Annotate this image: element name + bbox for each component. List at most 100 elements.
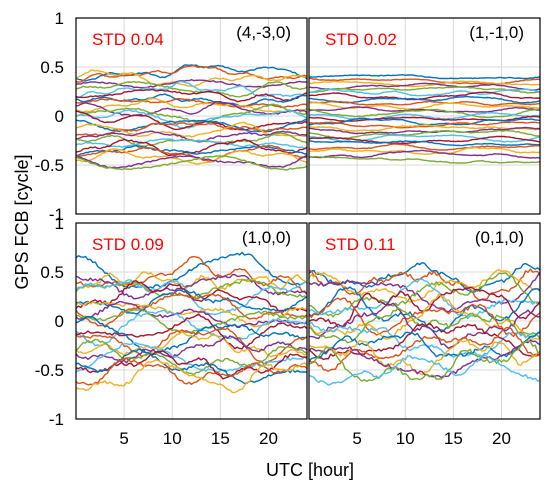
panel-frame: [308, 17, 541, 215]
series-line: [309, 339, 540, 379]
panels: STD 0.04 (4,-3,0) STD 0.02 (1,-1,0) STD 0.09…: [75, 17, 541, 420]
combination-label: (1,-1,0): [469, 23, 524, 42]
series-line: [309, 124, 540, 132]
x-tick-label: 5: [119, 429, 128, 448]
series-line: [309, 302, 540, 349]
std-label: STD 0.02: [325, 30, 397, 49]
y-tick-label: 0.5: [40, 58, 64, 77]
series-line: [76, 69, 307, 88]
series-line: [309, 271, 540, 313]
series-line: [309, 146, 540, 155]
series-line: [309, 155, 540, 164]
y-axis-label: GPS FCB [cycle]: [12, 154, 32, 289]
series-line: [76, 255, 307, 295]
series-group: [76, 251, 307, 394]
series-line: [76, 79, 307, 89]
y-tick-label: 0: [55, 312, 64, 331]
series-line: [76, 110, 307, 131]
y-tick-label: -0.5: [35, 361, 64, 380]
series-line: [309, 140, 540, 147]
panel-2: STD 0.02 (1,-1,0): [308, 17, 541, 215]
series-line: [76, 119, 307, 133]
x-tick-label: 5: [352, 429, 361, 448]
series-line: [309, 331, 540, 363]
std-label: STD 0.11: [325, 235, 396, 254]
series-line: [76, 109, 307, 129]
series-line: [309, 88, 540, 97]
series-line: [76, 359, 307, 394]
axis-ticks: 10.50-0.5-110.50-0.5-15 10 15 20 5 10 15 20: [35, 9, 511, 448]
series-line: [76, 338, 307, 376]
x-tick-label: 20: [259, 429, 278, 448]
series-group: [76, 64, 307, 171]
std-label: STD 0.04: [92, 30, 164, 49]
series-line: [76, 154, 307, 169]
series-line: [76, 148, 307, 165]
series-line: [76, 271, 307, 293]
panel-frame: [75, 222, 308, 420]
panel-3: STD 0.09 (1,0,0): [75, 222, 308, 420]
series-line: [76, 289, 307, 315]
panel-4: STD 0.11 (0,1,0): [308, 222, 541, 420]
series-line: [309, 74, 540, 80]
series-line: [309, 268, 540, 303]
y-tick-label: 0.5: [40, 263, 64, 282]
series-line: [309, 91, 540, 101]
series-line: [76, 64, 307, 82]
series-line: [309, 339, 540, 376]
x-tick-label: 15: [211, 429, 230, 448]
series-line: [76, 138, 307, 150]
std-label: STD 0.09: [92, 235, 164, 254]
series-line: [309, 134, 540, 143]
series-line: [76, 357, 307, 386]
y-tick-label: -0.5: [35, 156, 64, 175]
series-line: [76, 88, 307, 103]
x-tick-label: 10: [163, 429, 182, 448]
series-line: [309, 80, 540, 88]
x-tick-label: 20: [492, 429, 511, 448]
series-line: [76, 122, 307, 137]
series-line: [309, 149, 540, 159]
y-tick-label: 1: [55, 9, 64, 28]
series-line: [76, 132, 307, 147]
series-line: [309, 108, 540, 119]
series-line: [76, 97, 307, 113]
series-line: [76, 64, 307, 83]
panel-1: STD 0.04 (4,-3,0): [75, 17, 308, 215]
series-line: [309, 268, 540, 302]
series-line: [309, 143, 540, 151]
x-tick-label: 10: [396, 429, 415, 448]
x-tick-label: 15: [444, 429, 463, 448]
series-line: [76, 315, 307, 355]
series-line: [309, 112, 540, 121]
series-line: [76, 308, 307, 334]
series-line: [309, 82, 540, 91]
series-line: [76, 342, 307, 374]
series-line: [309, 340, 540, 382]
series-line: [76, 144, 307, 162]
series-line: [309, 327, 540, 372]
series-line: [76, 144, 307, 156]
y-tick-label: 0: [55, 107, 64, 126]
series-line: [309, 129, 540, 139]
series-line: [309, 86, 540, 94]
y-tick-label: -1: [49, 410, 64, 429]
series-line: [76, 309, 307, 347]
series-line: [309, 121, 540, 129]
series-line: [309, 106, 540, 113]
panel-frame: [75, 17, 308, 215]
series-group: [309, 74, 540, 164]
series-line: [309, 278, 540, 320]
combination-label: (1,0,0): [242, 228, 291, 247]
series-line: [309, 321, 540, 358]
series-line: [309, 322, 540, 361]
combination-label: (4,-3,0): [236, 23, 291, 42]
combination-label: (0,1,0): [475, 228, 524, 247]
series-line: [309, 293, 540, 341]
series-line: [309, 286, 540, 333]
y-tick-label: -1: [49, 205, 64, 224]
series-group: [309, 262, 540, 386]
series-line: [76, 313, 307, 350]
series-line: [309, 354, 540, 386]
